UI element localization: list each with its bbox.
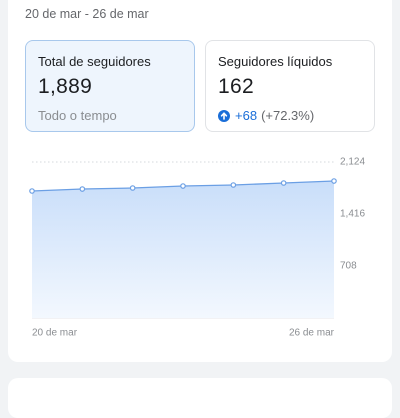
- up-icon: [218, 109, 230, 122]
- card-value: 1,889: [38, 75, 93, 98]
- chart: 708 1,416 2,124 20 de mar 26 de mar: [29, 157, 365, 339]
- point: [79, 186, 86, 192]
- area: [32, 181, 334, 318]
- card-note: Todo o tempo: [38, 108, 117, 123]
- x-tick-label: 26 de mar: [289, 328, 335, 339]
- card-label: Seguidores líquidos: [218, 54, 333, 69]
- date-range: 20 de mar - 26 de mar: [25, 7, 149, 21]
- y-tick-label: 1,416: [340, 209, 365, 220]
- screen: {"header": {"date_range": "20 de mar - 2…: [8, 0, 392, 418]
- point: [230, 182, 237, 188]
- card-label: Total de seguidores: [38, 54, 151, 69]
- point: [331, 178, 337, 184]
- point: [129, 185, 136, 191]
- change-pct: (+72.3%): [261, 108, 315, 123]
- point: [29, 188, 35, 194]
- card-change: +68 (+72.3%): [218, 108, 362, 123]
- card-value: 162: [218, 75, 254, 98]
- point: [280, 180, 287, 186]
- total-followers-card[interactable]: Total de seguidores 1,889 Todo o tempo: [25, 40, 195, 132]
- x-tick-label: 20 de mar: [32, 328, 78, 339]
- y-tick-label: 2,124: [340, 157, 365, 168]
- y-tick-label: 708: [340, 261, 357, 272]
- net-followers-card[interactable]: Seguidores líquidos 162 +68 (+72.3%): [205, 40, 375, 132]
- change-value: +68: [235, 108, 258, 123]
- point: [180, 183, 186, 189]
